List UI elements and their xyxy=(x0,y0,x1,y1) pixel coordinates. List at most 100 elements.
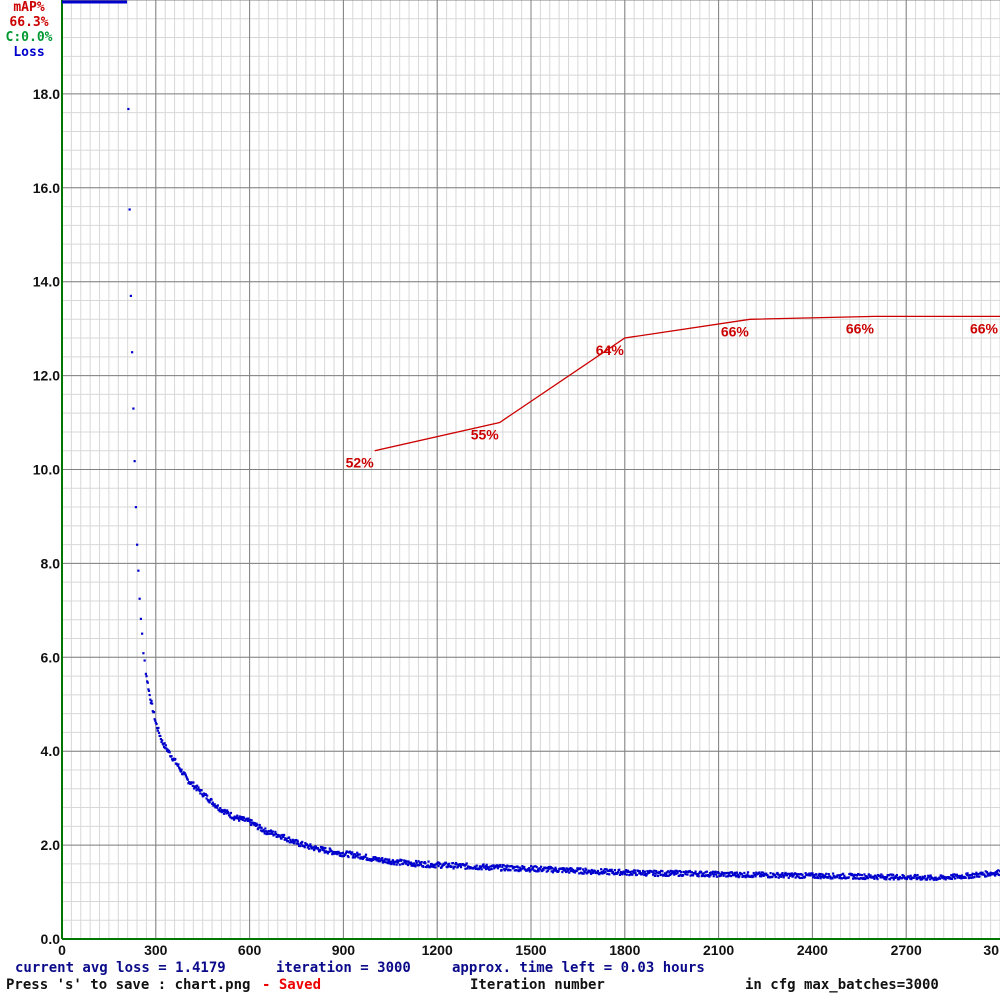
loss-point xyxy=(642,871,645,874)
loss-point xyxy=(762,874,765,877)
loss-point xyxy=(656,874,660,878)
loss-point xyxy=(608,868,611,872)
loss-point xyxy=(551,867,554,870)
current-avg-loss: current avg loss = 1.4179 xyxy=(15,960,226,976)
loss-point xyxy=(879,876,882,879)
loss-point xyxy=(868,874,871,877)
loss-point xyxy=(323,849,326,852)
loss-point xyxy=(475,864,478,867)
loss-point xyxy=(478,865,481,868)
loss-point xyxy=(156,729,159,732)
loss-point xyxy=(341,855,344,858)
loss-point xyxy=(273,833,276,836)
loss-point xyxy=(938,876,941,879)
loss-point xyxy=(187,782,190,785)
loss-point xyxy=(630,870,633,873)
loss-point xyxy=(444,861,448,865)
loss-point xyxy=(391,860,394,863)
loss-point xyxy=(566,870,569,873)
loss-point xyxy=(164,746,167,750)
loss-point xyxy=(388,858,391,861)
legend-map-label: mAP% xyxy=(13,0,45,15)
loss-point xyxy=(380,859,383,862)
loss-point xyxy=(550,866,553,869)
loss-point xyxy=(213,803,216,806)
loss-point xyxy=(798,873,801,876)
loss-point xyxy=(790,874,793,877)
loss-point xyxy=(553,868,556,871)
loss-point xyxy=(479,865,483,868)
loss-point xyxy=(488,868,491,871)
loss-point xyxy=(155,722,158,726)
map-point-label: 66% xyxy=(846,320,875,336)
loss-point xyxy=(958,874,961,878)
loss-point xyxy=(335,850,338,854)
map-point-label: 64% xyxy=(596,342,625,358)
loss-point xyxy=(222,810,225,813)
loss-point xyxy=(696,874,699,877)
loss-point xyxy=(891,876,894,879)
loss-point xyxy=(651,873,655,876)
loss-point xyxy=(535,865,538,869)
loss-point xyxy=(547,865,550,869)
loss-point xyxy=(508,865,511,868)
loss-point xyxy=(216,804,219,807)
loss-point xyxy=(773,873,777,877)
x-tick-label: 600 xyxy=(238,942,262,958)
loss-point xyxy=(521,865,524,868)
loss-point xyxy=(643,870,647,873)
loss-point xyxy=(876,877,879,881)
loss-point xyxy=(453,865,456,868)
loss-point xyxy=(329,848,332,851)
loss-point xyxy=(812,873,815,877)
loss-point xyxy=(576,867,579,870)
loss-point xyxy=(428,866,431,869)
loss-point xyxy=(977,872,980,876)
loss-point xyxy=(895,873,899,877)
loss-point xyxy=(505,865,508,869)
loss-point xyxy=(468,865,471,869)
loss-point xyxy=(932,877,935,880)
loss-point xyxy=(548,867,551,870)
loss-point xyxy=(459,866,463,869)
x-tick-label: 900 xyxy=(332,942,356,958)
map-line xyxy=(374,315,1000,452)
loss-point xyxy=(842,872,845,875)
loss-point xyxy=(409,861,413,864)
loss-point xyxy=(761,874,764,877)
loss-point xyxy=(229,816,232,819)
loss-point xyxy=(263,832,266,835)
loss-point xyxy=(296,840,299,843)
loss-point xyxy=(183,771,186,775)
loss-point xyxy=(374,856,377,859)
loss-point xyxy=(176,763,179,766)
loss-point xyxy=(644,872,647,875)
loss-point xyxy=(734,873,737,876)
loss-point xyxy=(550,870,553,873)
loss-point xyxy=(613,873,616,876)
loss-point xyxy=(940,874,943,877)
loss-point xyxy=(546,867,549,870)
loss-point xyxy=(376,857,379,860)
loss-point xyxy=(789,872,792,875)
loss-point xyxy=(817,874,820,877)
loss-point xyxy=(185,776,188,779)
loss-point xyxy=(715,873,718,876)
loss-point xyxy=(242,816,246,819)
loss-point xyxy=(138,597,141,600)
loss-point xyxy=(722,874,725,877)
loss-point xyxy=(831,877,834,880)
loss-point xyxy=(257,826,261,829)
loss-point xyxy=(376,858,379,861)
loss-point xyxy=(256,828,259,831)
loss-point xyxy=(860,877,863,880)
loss-point xyxy=(291,838,294,841)
loss-point xyxy=(402,862,405,865)
loss-point xyxy=(370,859,373,862)
loss-point xyxy=(980,873,984,876)
loss-point xyxy=(463,864,466,867)
loss-point xyxy=(154,721,157,724)
loss-point xyxy=(853,873,856,876)
loss-point xyxy=(365,858,368,861)
loss-point xyxy=(350,853,353,856)
